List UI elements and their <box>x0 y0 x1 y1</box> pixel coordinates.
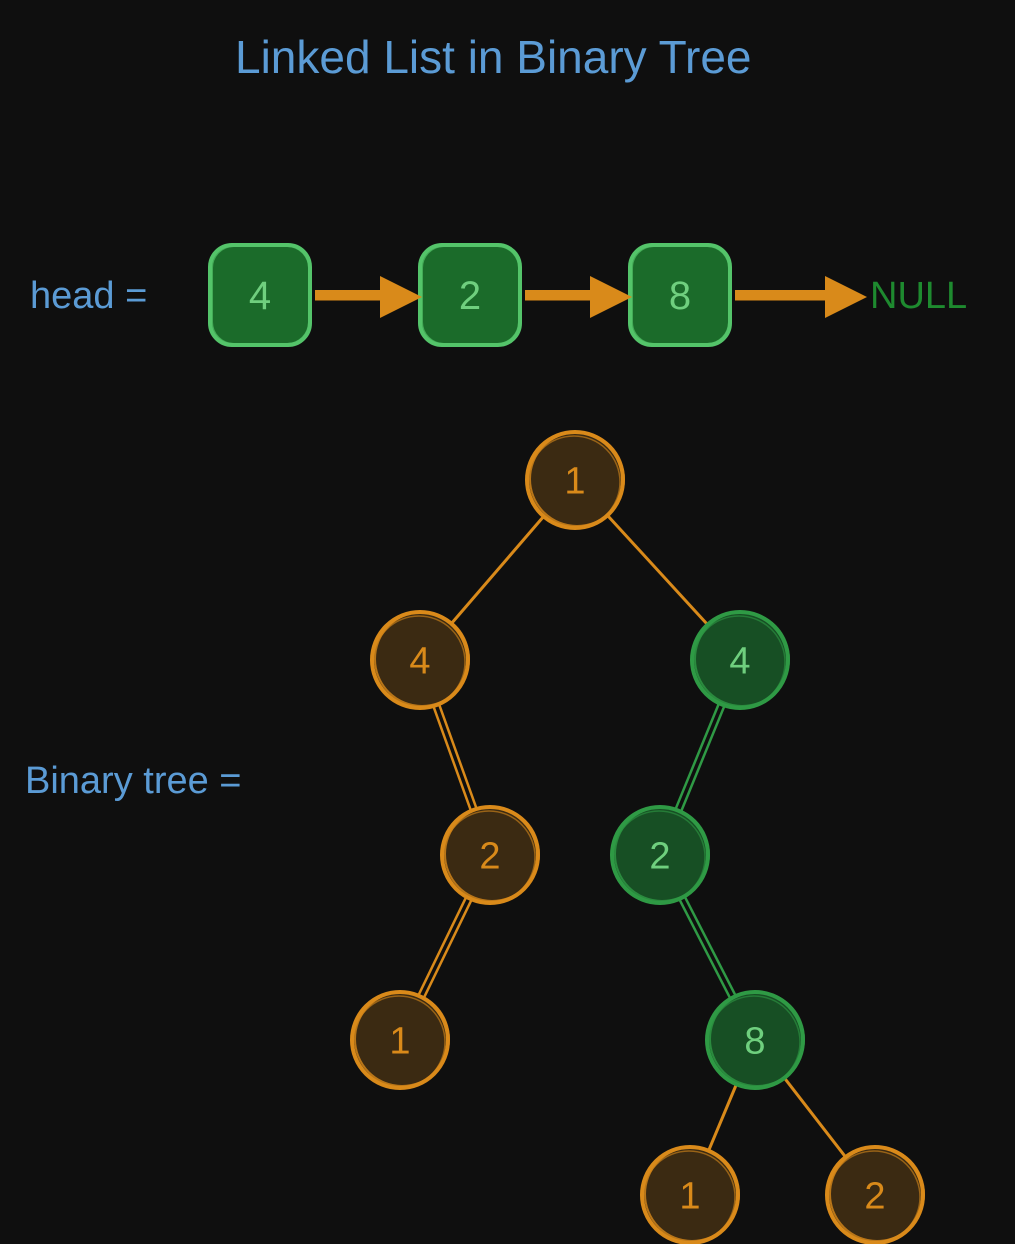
tree-node: 8 <box>707 992 804 1088</box>
tree-edge <box>709 1084 737 1150</box>
tree-node-value: 2 <box>649 835 670 877</box>
tree-node-value: 4 <box>409 640 430 682</box>
linkedlist-node: 4 <box>210 245 310 345</box>
linkedlist-node-value: 8 <box>669 274 691 318</box>
tree-node-value: 1 <box>564 460 585 502</box>
tree-node-value: 2 <box>479 835 500 877</box>
tree-edge <box>433 706 471 811</box>
tree-node-value: 8 <box>744 1020 765 1062</box>
linkedlist-node-value: 4 <box>249 274 271 318</box>
tree-node-value: 4 <box>729 640 750 682</box>
tree-edge <box>679 899 730 999</box>
linkedlist-node-value: 2 <box>459 274 481 318</box>
tree-node: 2 <box>442 807 539 903</box>
tree-node: 2 <box>827 1147 924 1243</box>
tree-node-value: 1 <box>389 1020 410 1062</box>
linkedlist-node: 8 <box>630 245 730 345</box>
tree-edge <box>607 515 707 624</box>
tree-node: 4 <box>692 612 789 708</box>
tree-node: 1 <box>642 1147 739 1243</box>
linkedlist-node: 2 <box>420 245 520 345</box>
tree-node: 2 <box>612 807 709 903</box>
tree-node: 4 <box>372 612 469 708</box>
diagram-canvas: 428144221812 <box>0 0 1015 1244</box>
tree-edge <box>681 706 725 812</box>
tree-edge <box>418 897 466 996</box>
tree-node: 1 <box>527 432 624 528</box>
tree-edge <box>439 704 477 809</box>
tree-node: 1 <box>352 992 449 1088</box>
tree-edge <box>451 516 543 623</box>
tree-node-value: 1 <box>679 1175 700 1217</box>
tree-edge <box>784 1078 845 1157</box>
tree-node-value: 2 <box>864 1175 885 1217</box>
tree-edge <box>685 896 736 996</box>
tree-edge <box>424 899 472 998</box>
tree-edge <box>675 703 719 809</box>
